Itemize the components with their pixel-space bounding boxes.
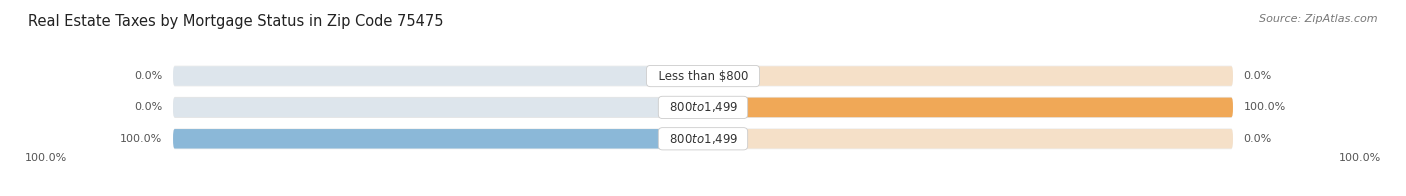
- FancyBboxPatch shape: [703, 129, 1233, 149]
- Text: $800 to $1,499: $800 to $1,499: [662, 100, 744, 114]
- Text: 100.0%: 100.0%: [120, 134, 163, 144]
- FancyBboxPatch shape: [173, 128, 1233, 149]
- Text: 0.0%: 0.0%: [1243, 71, 1272, 81]
- FancyBboxPatch shape: [703, 66, 1233, 86]
- FancyBboxPatch shape: [173, 65, 1233, 87]
- Text: $800 to $1,499: $800 to $1,499: [662, 132, 744, 146]
- Text: 100.0%: 100.0%: [1339, 153, 1381, 163]
- FancyBboxPatch shape: [173, 98, 703, 117]
- Text: 0.0%: 0.0%: [1243, 134, 1272, 144]
- FancyBboxPatch shape: [703, 98, 1233, 117]
- Text: 100.0%: 100.0%: [1243, 102, 1286, 113]
- Text: Source: ZipAtlas.com: Source: ZipAtlas.com: [1260, 14, 1378, 24]
- FancyBboxPatch shape: [703, 98, 1233, 117]
- FancyBboxPatch shape: [173, 97, 1233, 118]
- FancyBboxPatch shape: [173, 129, 703, 149]
- FancyBboxPatch shape: [173, 129, 703, 149]
- FancyBboxPatch shape: [173, 66, 703, 86]
- Text: Less than $800: Less than $800: [651, 70, 755, 83]
- Text: 0.0%: 0.0%: [134, 71, 163, 81]
- Text: Real Estate Taxes by Mortgage Status in Zip Code 75475: Real Estate Taxes by Mortgage Status in …: [28, 14, 444, 29]
- Text: 100.0%: 100.0%: [25, 153, 67, 163]
- Text: 0.0%: 0.0%: [134, 102, 163, 113]
